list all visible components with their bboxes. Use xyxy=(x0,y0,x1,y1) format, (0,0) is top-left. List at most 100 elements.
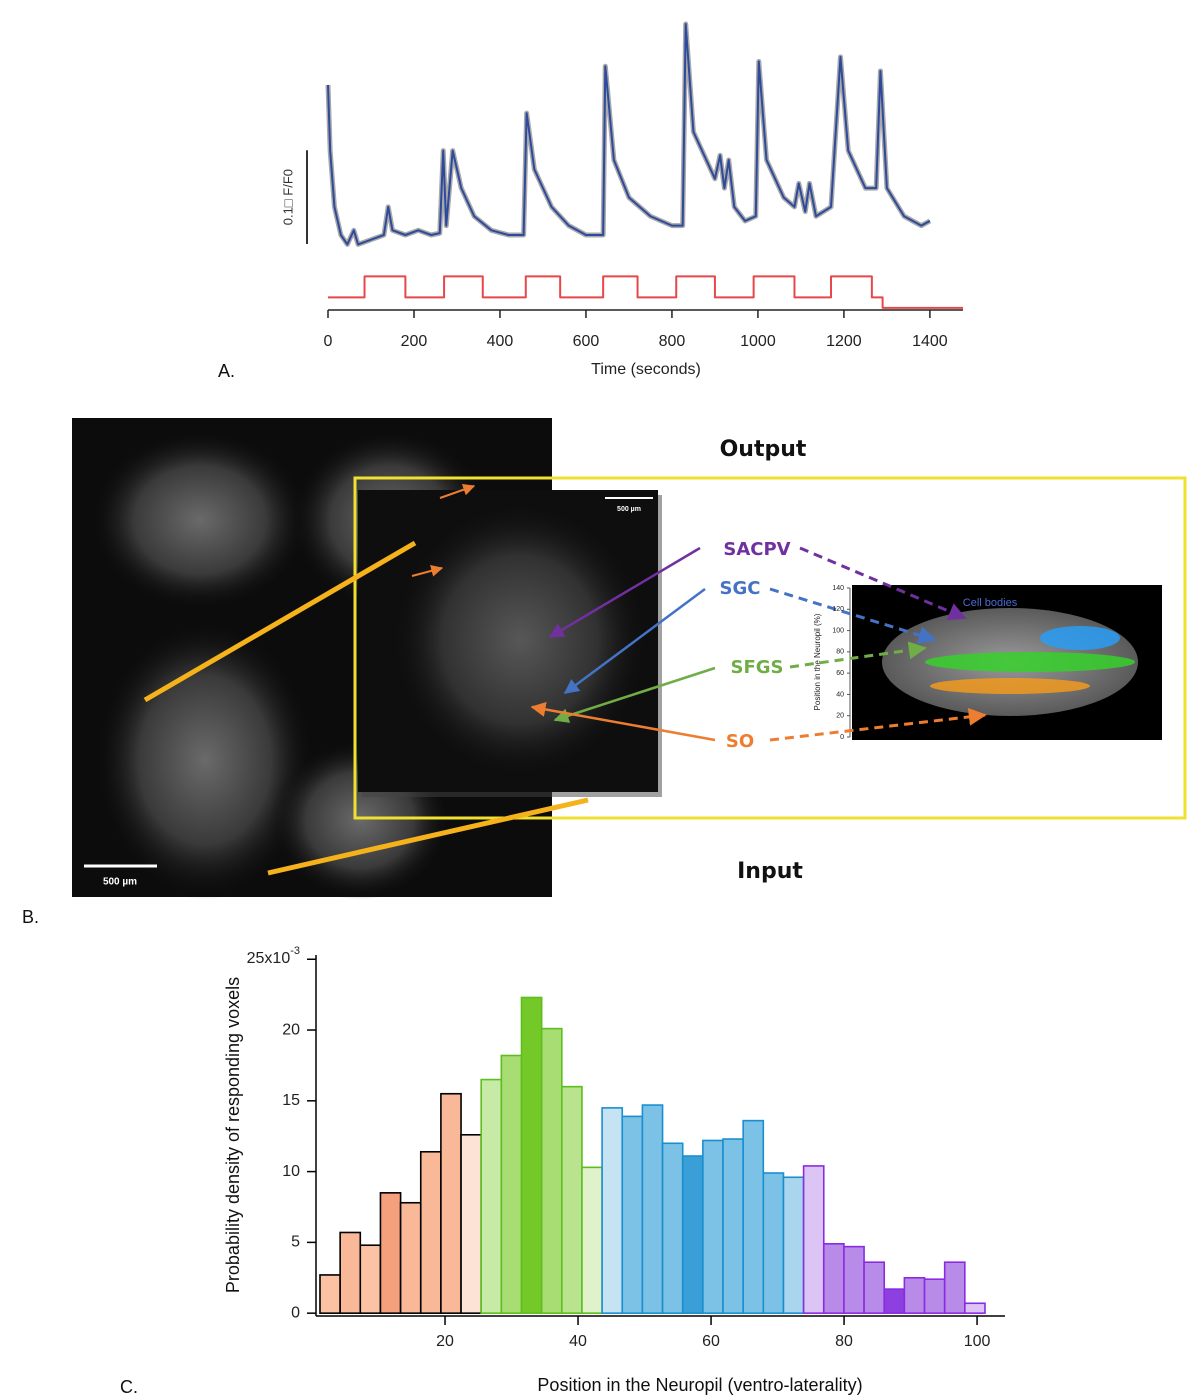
scale-bar-label: 500 µm xyxy=(103,877,137,888)
inset-ylabel: Position in the Neuropil (%) xyxy=(813,613,822,710)
scale-bar-label: 500 µm xyxy=(617,506,641,513)
y-tick-label: 5 xyxy=(291,1234,300,1251)
region-arrow xyxy=(548,546,701,639)
bar xyxy=(964,1302,986,1314)
bar xyxy=(702,1139,724,1314)
bar xyxy=(621,1115,644,1314)
bar xyxy=(561,1085,583,1314)
x-tick-label: 600 xyxy=(573,333,600,350)
output-label: Output xyxy=(720,437,807,462)
bar xyxy=(923,1278,946,1314)
zoom-box xyxy=(353,476,1187,820)
bar xyxy=(681,1155,704,1314)
bar xyxy=(460,1133,483,1314)
region-arrow xyxy=(769,707,987,742)
y-tick-label: 0 xyxy=(291,1304,300,1321)
bar xyxy=(520,996,543,1314)
y-tick-label: 10 xyxy=(282,1163,300,1180)
panel-label: B. xyxy=(22,907,39,927)
x-tick-label: 100 xyxy=(964,1333,991,1350)
x-tick-label: 1200 xyxy=(826,333,862,350)
inset-tick-label: 100 xyxy=(832,627,844,634)
bar xyxy=(843,1245,865,1314)
x-tick-label: 200 xyxy=(401,333,428,350)
bar xyxy=(863,1261,886,1314)
bar xyxy=(782,1176,805,1314)
y-tick-label: 25x10-3 xyxy=(247,945,300,967)
trace xyxy=(327,23,931,246)
arrow xyxy=(411,564,444,577)
scale-bar-label: 0.1□ F/F0 xyxy=(280,169,295,225)
x-tick-label: 800 xyxy=(659,333,686,350)
x-tick-label: 40 xyxy=(569,1333,587,1350)
inset-tick-label: 60 xyxy=(836,670,844,677)
bar xyxy=(661,1142,684,1314)
bar xyxy=(601,1107,624,1314)
y-tick-label: 15 xyxy=(282,1092,300,1109)
x-tick-label: 20 xyxy=(436,1333,454,1350)
bar xyxy=(419,1150,442,1314)
x-tick-label: 0 xyxy=(324,333,333,350)
region-label: SGC xyxy=(720,578,761,599)
response-dots xyxy=(930,678,1090,694)
trace xyxy=(328,275,963,309)
inset-tick-label: 120 xyxy=(832,606,844,613)
x-axis-label: Position in the Neuropil (ventro-lateral… xyxy=(537,1375,862,1395)
panel-label: A. xyxy=(218,361,235,381)
bar xyxy=(883,1288,906,1314)
region-arrow xyxy=(789,641,927,669)
bar xyxy=(722,1138,744,1314)
inset-tick-label: 0 xyxy=(840,734,844,741)
y-tick-label-base: 25x10 xyxy=(247,950,291,967)
bar xyxy=(540,1027,563,1314)
region-arrow xyxy=(530,702,716,742)
zoom-line xyxy=(267,797,589,876)
arrow xyxy=(439,483,476,499)
region-arrow xyxy=(553,666,716,723)
bar xyxy=(762,1172,785,1314)
y-tick-label-exponent: -3 xyxy=(290,945,300,957)
inset-tick-label: 40 xyxy=(836,691,844,698)
x-tick-label: 60 xyxy=(702,1333,720,1350)
x-tick-label: 400 xyxy=(487,333,514,350)
inset-tick-label: 20 xyxy=(836,713,844,720)
region-label: SO xyxy=(726,731,754,752)
tissue xyxy=(390,500,650,780)
bar xyxy=(822,1243,845,1314)
panel-label: C. xyxy=(120,1377,138,1397)
y-axis-label: Probability density of responding voxels xyxy=(223,977,243,1293)
x-tick-label: 80 xyxy=(835,1333,853,1350)
bar xyxy=(379,1192,402,1314)
response-dots xyxy=(925,652,1135,672)
inset-tick-label: 140 xyxy=(832,585,844,592)
microscopy-panel: 500 µm 500 µm Output Input Cell bodies P… xyxy=(72,418,1187,900)
response-dots xyxy=(1040,626,1120,650)
x-tick-label: 1400 xyxy=(912,333,948,350)
region-arrow xyxy=(769,587,937,644)
region-arrow xyxy=(563,587,706,695)
bar xyxy=(359,1244,382,1314)
tissue xyxy=(95,620,315,900)
x-tick-label: 1000 xyxy=(740,333,776,350)
inset-annotation: Cell bodies xyxy=(963,597,1018,609)
zoom-line xyxy=(143,540,417,703)
bar xyxy=(742,1119,765,1314)
region-label: SFGS xyxy=(731,657,784,678)
bar xyxy=(399,1201,422,1314)
inset-tick-label: 80 xyxy=(836,649,844,656)
y-tick-label: 20 xyxy=(282,1021,300,1038)
bar xyxy=(581,1166,603,1314)
bar xyxy=(339,1231,362,1314)
bar xyxy=(480,1078,503,1314)
bar xyxy=(440,1092,462,1314)
bar xyxy=(641,1104,664,1314)
bar xyxy=(500,1054,523,1314)
tissue xyxy=(90,430,310,610)
bar xyxy=(802,1165,825,1314)
region-label: SACPV xyxy=(723,539,790,560)
bar xyxy=(943,1261,966,1314)
bar xyxy=(319,1274,341,1314)
bar xyxy=(903,1276,926,1314)
x-axis-label: Time (seconds) xyxy=(591,361,701,378)
